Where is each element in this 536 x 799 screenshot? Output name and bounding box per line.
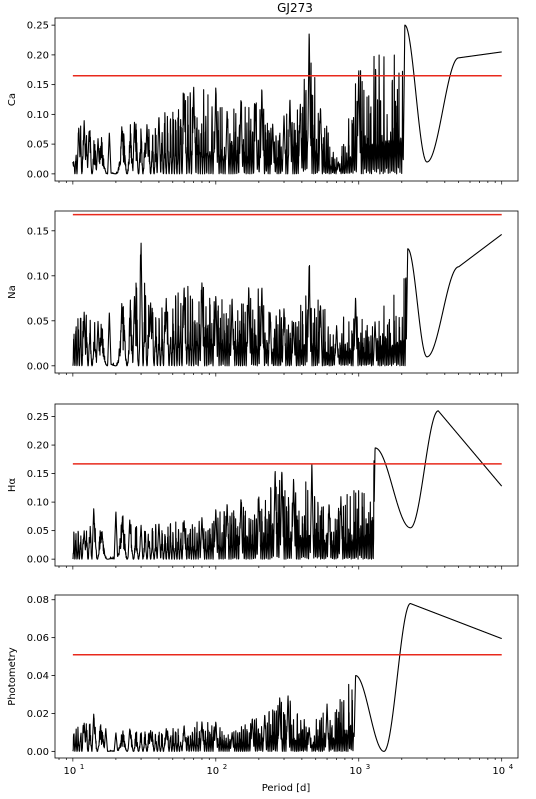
panel-4: 0.00 0.02 0.04 0.06 0.08 Photometry bbox=[7, 594, 519, 762]
y-tick-label: 0.00 bbox=[27, 361, 49, 372]
periodogram-line bbox=[72, 410, 503, 560]
periodogram-line bbox=[72, 602, 503, 752]
x-axis-label: Period [d] bbox=[262, 783, 311, 794]
x-tick-label: 10 bbox=[492, 766, 505, 777]
plot-frame bbox=[54, 210, 519, 374]
y-tick-label: 0.05 bbox=[27, 140, 49, 151]
y-tick-label: 0.10 bbox=[27, 110, 49, 121]
y-tick-label: 0.10 bbox=[27, 271, 49, 282]
y-tick-label: 0.05 bbox=[27, 316, 49, 327]
periodogram-line bbox=[72, 233, 503, 367]
y-axis-label: Ca bbox=[7, 93, 18, 106]
y-tick-label: 0.20 bbox=[27, 50, 49, 61]
plot-frame bbox=[54, 594, 519, 759]
y-tick-label: 0.00 bbox=[27, 169, 49, 180]
y-tick-label: 0.00 bbox=[27, 555, 49, 566]
x-tick-label: 10 bbox=[63, 766, 76, 777]
y-tick-label: 0.06 bbox=[27, 633, 49, 644]
x-tick-exponent: 1 bbox=[80, 763, 84, 771]
y-tick-label: 0.02 bbox=[27, 709, 49, 720]
x-tick-labels: 10 1 10 2 10 3 10 4 bbox=[63, 763, 513, 777]
y-tick-label: 0.10 bbox=[27, 498, 49, 509]
panel-1: 0.00 0.05 0.10 0.15 0.20 0.25 Ca bbox=[7, 17, 519, 185]
y-tick-label: 0.15 bbox=[27, 226, 49, 237]
y-tick-label: 0.08 bbox=[27, 595, 49, 606]
panels: 0.000.050.100.150.200.25Ca0.000.050.100.… bbox=[7, 17, 519, 777]
y-tick-label: 0.05 bbox=[27, 526, 49, 537]
x-tick-label: 10 bbox=[206, 766, 219, 777]
panel-3: 0.00 0.05 0.10 0.15 0.20 0.25 Hα bbox=[7, 403, 519, 570]
y-tick-label: 0.15 bbox=[27, 469, 49, 480]
x-tick-exponent: 3 bbox=[366, 763, 370, 771]
y-tick-label: 0.00 bbox=[27, 747, 49, 758]
x-tick-exponent: 4 bbox=[509, 763, 514, 771]
y-axis-label: Na bbox=[7, 285, 18, 299]
y-axis-label: Photometry bbox=[7, 647, 18, 705]
y-tick-label: 0.04 bbox=[27, 671, 49, 682]
periodogram-line bbox=[72, 24, 503, 175]
plot-frame bbox=[54, 403, 519, 567]
y-tick-label: 0.25 bbox=[27, 412, 49, 423]
x-tick-exponent: 2 bbox=[223, 763, 227, 771]
y-tick-label: 0.15 bbox=[27, 80, 49, 91]
chart-title: GJ273 bbox=[277, 1, 313, 15]
panel-2: 0.00 0.05 0.10 0.15 Na bbox=[7, 210, 519, 377]
y-axis-label: Hα bbox=[7, 478, 18, 493]
y-tick-label: 0.25 bbox=[27, 21, 49, 32]
x-tick-label: 10 bbox=[349, 766, 362, 777]
y-tick-label: 0.20 bbox=[27, 441, 49, 452]
plot-frame bbox=[54, 17, 519, 182]
